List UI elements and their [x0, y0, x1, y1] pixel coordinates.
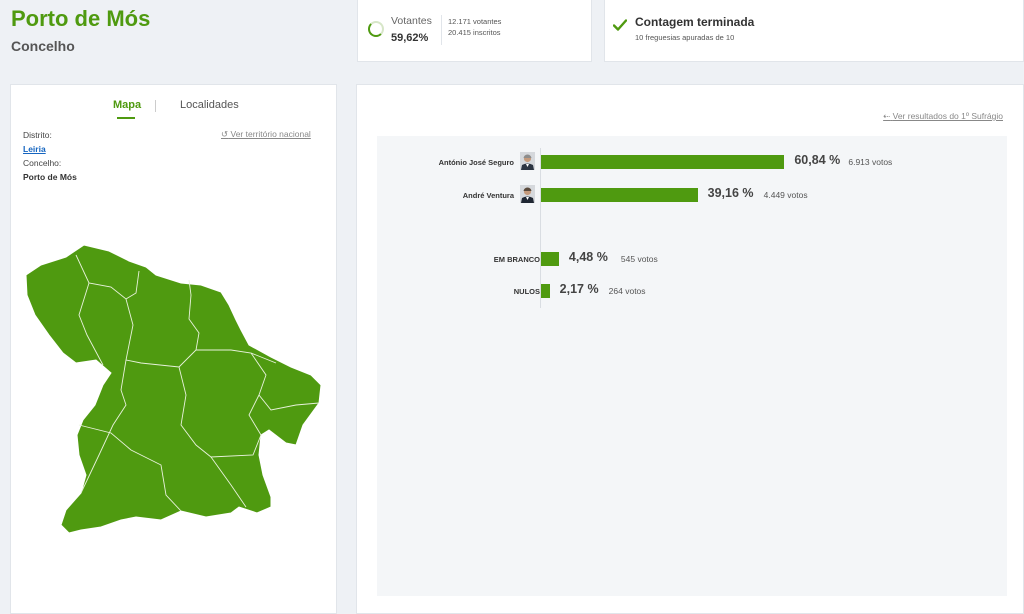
- vote-bar: [541, 284, 550, 298]
- candidate-avatar: [520, 152, 535, 170]
- reset-icon: ↺: [221, 129, 229, 139]
- count-status-title: Contagem terminada: [635, 15, 755, 29]
- results-chart: António José Seguro 60,84 % 6.913 votos …: [377, 136, 1007, 596]
- null-votes-label: NULOS: [513, 287, 540, 296]
- district-label: Distrito:: [23, 130, 52, 140]
- map-outline: [25, 244, 322, 534]
- turnout-percent: 59,62%: [391, 32, 429, 44]
- count-status-subtitle: 10 freguesias apuradas de 10: [635, 33, 735, 42]
- results-panel: ⇠ Ver resultados do 1º Sufrágio António …: [356, 84, 1024, 614]
- vote-percent: 39,16 %: [707, 186, 754, 200]
- registered-count: 20.415 inscritos: [448, 28, 501, 37]
- vote-count: 4.449 votos: [763, 190, 808, 200]
- vote-percent: 2,17 %: [559, 282, 599, 296]
- active-tab-indicator: [117, 117, 135, 119]
- tab-localidades[interactable]: Localidades: [180, 99, 239, 111]
- first-round-results-link[interactable]: ⇠ Ver resultados do 1º Sufrágio: [883, 111, 1003, 122]
- turnout-card: Votantes 59,62% 12.171 votantes 20.415 i…: [357, 0, 592, 62]
- turnout-progress-icon: [368, 21, 384, 37]
- vote-bar: [541, 252, 559, 266]
- vote-percent: 4,48 %: [568, 250, 608, 264]
- national-territory-label: Ver território nacional: [230, 129, 311, 139]
- vote-count: 6.913 votos: [848, 157, 893, 167]
- national-territory-link[interactable]: ↺ Ver território nacional: [221, 129, 311, 140]
- parish-borders: [75, 254, 320, 512]
- page-title: Porto de Mós: [11, 6, 151, 31]
- chart-axis: [540, 148, 541, 308]
- voters-count: 12.171 votantes: [448, 17, 502, 26]
- tab-divider: [155, 100, 156, 112]
- district-link[interactable]: Leiria: [23, 144, 46, 154]
- vote-percent: 60,84 %: [794, 153, 841, 167]
- arrow-left-icon: ⇠: [883, 111, 891, 121]
- divider: [441, 15, 442, 45]
- council-value: Porto de Mós: [23, 172, 77, 182]
- vote-count: 264 votos: [608, 286, 646, 296]
- tab-mapa[interactable]: Mapa: [113, 99, 142, 111]
- vote-bar: [541, 188, 698, 202]
- candidate-avatar: [520, 185, 535, 203]
- municipality-map[interactable]: [21, 235, 326, 535]
- blank-votes-label: EM BRANCO: [493, 255, 540, 264]
- first-round-results-label: Ver resultados do 1º Sufrágio: [892, 111, 1003, 121]
- map-panel: Mapa Localidades Distrito: Leiria Concel…: [10, 84, 337, 614]
- candidate-name: André Ventura: [462, 191, 514, 200]
- candidate-name: António José Seguro: [438, 158, 514, 167]
- vote-bar: [541, 155, 785, 169]
- council-label: Concelho:: [23, 158, 62, 168]
- check-icon: [613, 19, 627, 31]
- page-subtitle: Concelho: [11, 38, 75, 54]
- count-status-card: Contagem terminada 10 freguesias apurada…: [604, 0, 1024, 62]
- vote-count: 545 votos: [620, 254, 658, 264]
- turnout-label: Votantes: [391, 15, 432, 27]
